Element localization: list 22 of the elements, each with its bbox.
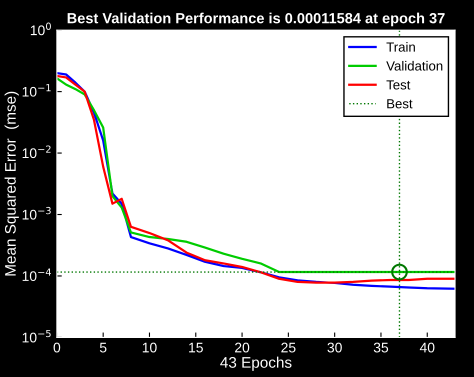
x-tick-label: 20 [235, 342, 250, 352]
ref-line-label: Best [387, 99, 412, 108]
x-tick-label: 15 [189, 342, 203, 352]
chart-title: Best Validation Performance is 0.00011584 at epoch 37 [68, 12, 445, 26]
y-tick-label: 10$^{0}$ [30, 22, 51, 36]
legend-label: Validation [386, 60, 442, 71]
x-tick-label: 35 [374, 342, 388, 352]
y-tick-label: 10$^{−1}$ [22, 84, 51, 97]
x-axis-title: 43 Epochs [220, 356, 292, 371]
y-tick-label: 10$^{−3}$ [22, 206, 51, 220]
x-tick-label: 10 [142, 342, 157, 352]
legend-label: Train [386, 42, 415, 52]
legend-label: Test [386, 80, 410, 90]
y-tick-label: 10$^{−5}$ [22, 330, 51, 342]
y-tick-label: 10$^{−2}$ [22, 145, 51, 158]
x-tick-label: 25 [281, 342, 296, 352]
y-axis-title: Mean Squared Error (mse) [4, 92, 19, 276]
x-tick-label: 40 [420, 342, 434, 352]
y-tick-label: 10$^{−4}$ [22, 268, 51, 282]
x-tick-label: 0 [54, 342, 60, 352]
x-tick-label: 30 [327, 342, 342, 352]
x-tick-label: 5 [100, 342, 106, 352]
